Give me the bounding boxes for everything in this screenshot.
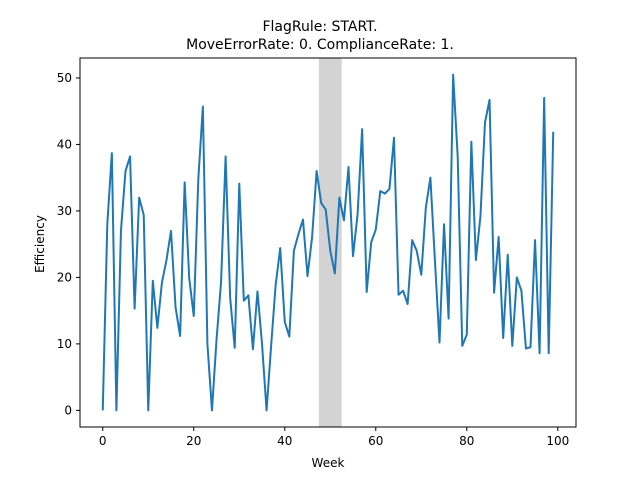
x-tick-label: 60 (368, 434, 383, 448)
y-tick-label: 0 (64, 403, 72, 417)
axes-frame (79, 57, 577, 428)
x-tick-label: 0 (99, 434, 107, 448)
y-tick-label: 20 (57, 270, 72, 284)
x-tick-label: 20 (186, 434, 201, 448)
x-axis-label: Week (312, 456, 345, 470)
series-line (101, 73, 555, 412)
y-tick-label: 40 (57, 137, 72, 151)
x-tick-label: 40 (277, 434, 292, 448)
plot-area: 0 20 40 60 80 100 0 10 20 30 40 50 (57, 57, 577, 448)
x-tick-label: 100 (546, 434, 569, 448)
y-tick-label: 10 (57, 337, 72, 351)
y-tick-label: 50 (57, 71, 72, 85)
chart-title-line-1: FlagRule: START. (262, 19, 377, 35)
x-tick-label: 80 (459, 434, 474, 448)
y-tick-label: 30 (57, 204, 72, 218)
y-axis-label: Efficiency (33, 215, 47, 273)
chart-title-line-2: MoveErrorRate: 0. ComplianceRate: 1. (186, 37, 454, 53)
